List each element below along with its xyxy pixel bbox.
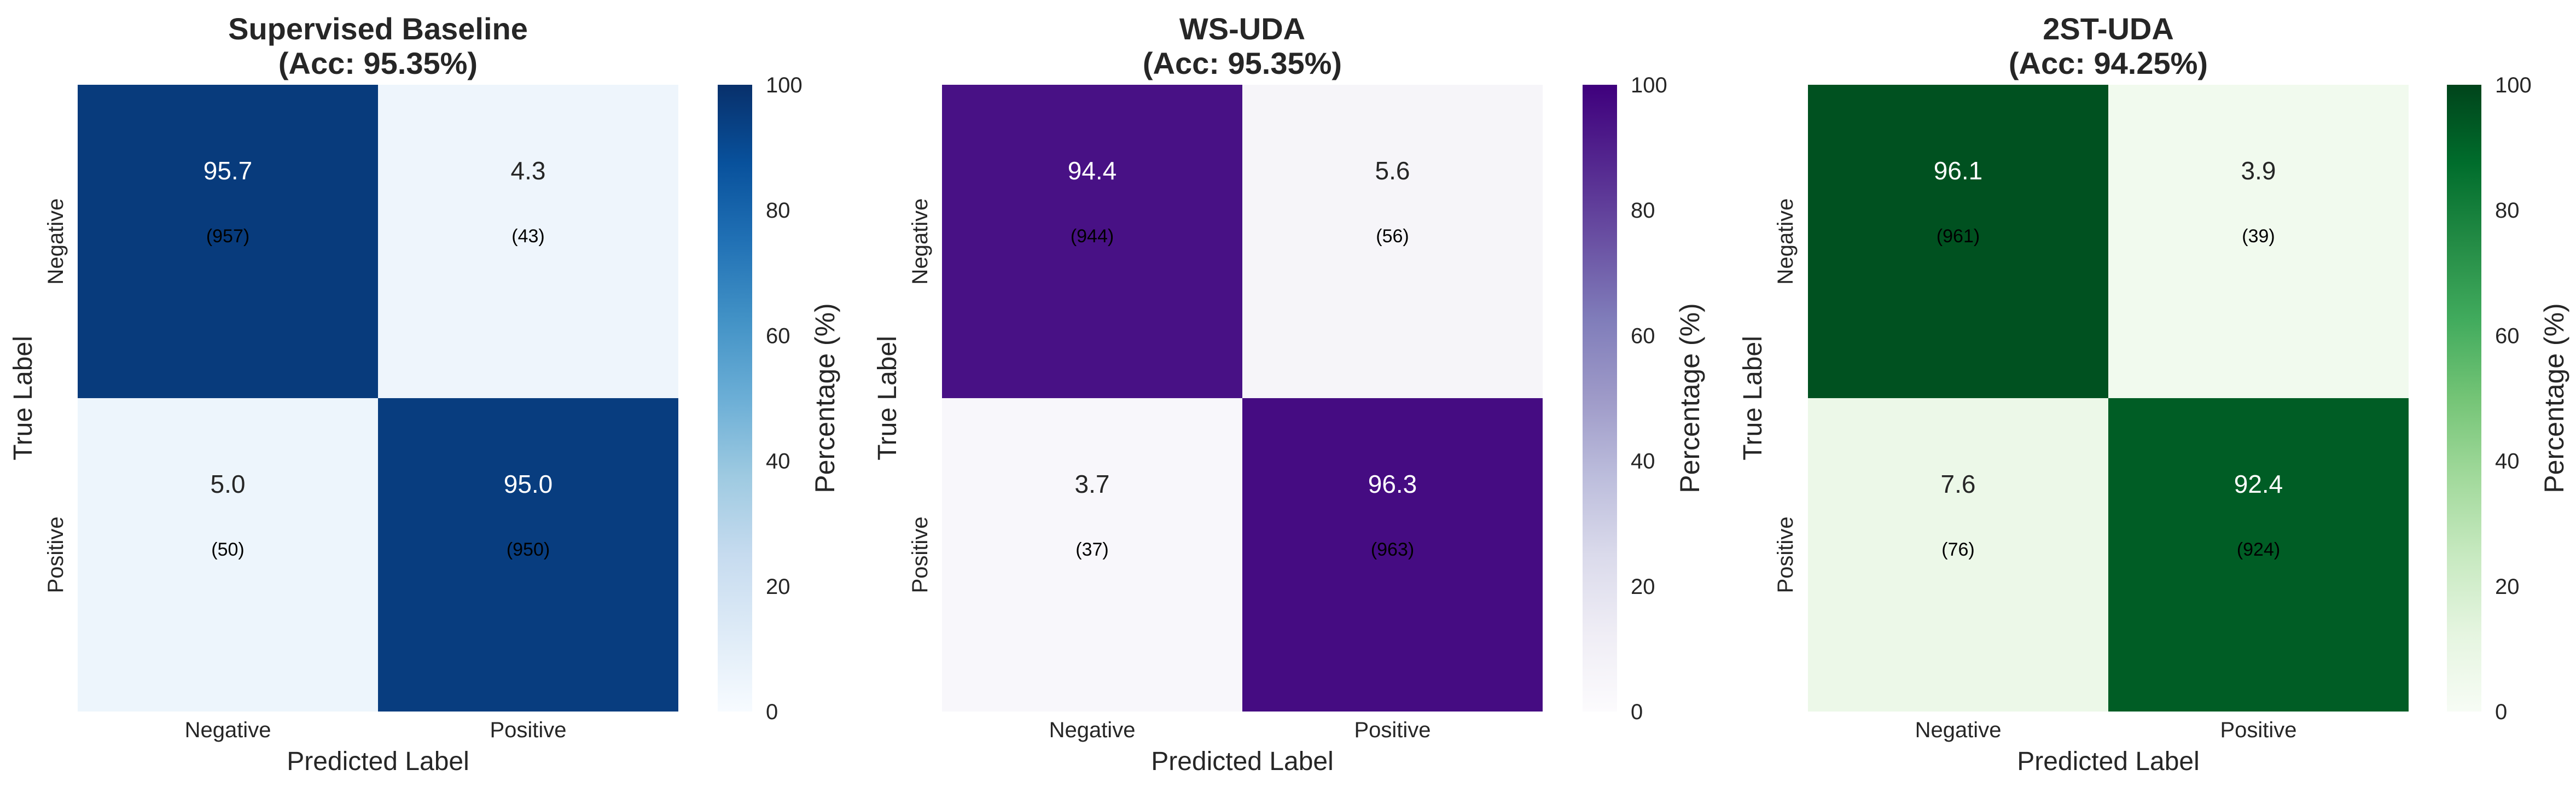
- y-axis-label: True Label: [873, 336, 902, 460]
- cell-count-label: (950): [507, 539, 550, 560]
- cell-percentage-label: 3.9: [2241, 156, 2276, 185]
- y-tick-label: Positive: [1773, 516, 1798, 593]
- cell-percentage-label: 5.6: [1375, 156, 1410, 185]
- colorbar-tick-label: 0: [2495, 700, 2507, 724]
- heatmap-cell: [78, 85, 378, 398]
- colorbar: [718, 85, 752, 712]
- heatmap-panel: WS-UDA(Acc: 95.35%) 94.4 (944) 5.6 (56) 3.7 (3…: [873, 11, 1705, 776]
- y-tick-label: Negative: [908, 199, 932, 285]
- heatmap-panel: 2ST-UDA(Acc: 94.25%) 96.1 (961) 3.9 (39) 7.6 (…: [1738, 11, 2569, 776]
- cell-count-label: (39): [2242, 226, 2275, 247]
- colorbar-tick-label: 100: [1631, 73, 1667, 97]
- colorbar-tick-label: 0: [1631, 700, 1643, 724]
- y-tick-label: Positive: [908, 516, 932, 593]
- x-tick-label: Negative: [1915, 718, 2002, 742]
- heatmap-cell: [2108, 398, 2409, 712]
- y-axis-label: True Label: [1738, 336, 1767, 460]
- colorbar-tick-label: 80: [2495, 199, 2520, 223]
- cell-count-label: (37): [1075, 539, 1108, 560]
- colorbar-tick-label: 100: [766, 73, 803, 97]
- cell-percentage-label: 95.7: [203, 156, 253, 185]
- chart-title: WS-UDA: [1179, 11, 1305, 46]
- cell-count-label: (50): [211, 539, 244, 560]
- x-tick-label: Positive: [490, 718, 566, 742]
- chart-title: Supervised Baseline: [228, 11, 528, 46]
- colorbar: [2447, 85, 2481, 712]
- cell-count-label: (957): [206, 226, 249, 247]
- cell-percentage-label: 92.4: [2234, 470, 2283, 498]
- cell-count-label: (56): [1376, 226, 1409, 247]
- colorbar-tick-label: 60: [2495, 324, 2520, 348]
- cell-count-label: (963): [1371, 539, 1414, 560]
- colorbar-tick-label: 0: [766, 700, 778, 724]
- colorbar: [1583, 85, 1617, 712]
- cell-count-label: (76): [1941, 539, 1974, 560]
- cell-count-label: (961): [1937, 226, 1980, 247]
- heatmap-cell: [2108, 85, 2409, 398]
- y-tick-label: Negative: [1773, 199, 1798, 285]
- colorbar-label: Percentage (%): [1674, 303, 1705, 493]
- colorbar-tick-label: 40: [766, 450, 790, 474]
- cell-percentage-label: 96.1: [1934, 156, 1983, 185]
- cell-percentage-label: 7.6: [1941, 470, 1976, 498]
- chart-subtitle: (Acc: 95.35%): [1143, 46, 1342, 80]
- x-axis-label: Predicted Label: [1151, 747, 1334, 776]
- colorbar-tick-label: 60: [766, 324, 790, 348]
- x-axis-label: Predicted Label: [287, 747, 469, 776]
- colorbar-tick-label: 100: [2495, 73, 2532, 97]
- x-tick-label: Positive: [1354, 718, 1431, 742]
- heatmap-cell: [78, 398, 378, 712]
- y-tick-label: Positive: [44, 516, 68, 593]
- heatmap-cell: [942, 85, 1242, 398]
- colorbar-tick-label: 60: [1631, 324, 1655, 348]
- heatmap-panel: Supervised Baseline(Acc: 95.35%) 95.7 (957…: [9, 11, 840, 776]
- heatmap-cell: [1808, 398, 2108, 712]
- heatmap-cell: [1242, 398, 1543, 712]
- cell-percentage-label: 94.4: [1068, 156, 1117, 185]
- heatmap-cell: [378, 85, 678, 398]
- chart-subtitle: (Acc: 94.25%): [2009, 46, 2208, 80]
- heatmap-cell: [942, 398, 1242, 712]
- colorbar-tick-label: 40: [2495, 450, 2520, 474]
- cell-count-label: (43): [511, 226, 544, 247]
- colorbar-tick-label: 20: [1631, 575, 1655, 599]
- heatmap-cell: [1242, 85, 1543, 398]
- y-axis-label: True Label: [9, 336, 38, 460]
- heatmap-cell: [378, 398, 678, 712]
- heatmap-cell: [1808, 85, 2108, 398]
- x-tick-label: Negative: [1049, 718, 1136, 742]
- cell-percentage-label: 3.7: [1075, 470, 1110, 498]
- colorbar-tick-label: 40: [1631, 450, 1655, 474]
- y-tick-label: Negative: [44, 199, 68, 285]
- chart-subtitle: (Acc: 95.35%): [278, 46, 478, 80]
- x-tick-label: Positive: [2220, 718, 2296, 742]
- colorbar-tick-label: 20: [2495, 575, 2520, 599]
- colorbar-tick-label: 80: [766, 199, 790, 223]
- colorbar-label: Percentage (%): [810, 303, 840, 493]
- cell-count-label: (924): [2237, 539, 2280, 560]
- cell-count-label: (944): [1071, 226, 1114, 247]
- cell-percentage-label: 95.0: [504, 470, 553, 498]
- cell-percentage-label: 5.0: [211, 470, 246, 498]
- chart-title: 2ST-UDA: [2043, 11, 2174, 46]
- x-tick-label: Negative: [185, 718, 271, 742]
- colorbar-tick-label: 80: [1631, 199, 1655, 223]
- colorbar-label: Percentage (%): [2539, 303, 2569, 493]
- cell-percentage-label: 96.3: [1368, 470, 1417, 498]
- colorbar-tick-label: 20: [766, 575, 790, 599]
- x-axis-label: Predicted Label: [2017, 747, 2200, 776]
- cell-percentage-label: 4.3: [511, 156, 546, 185]
